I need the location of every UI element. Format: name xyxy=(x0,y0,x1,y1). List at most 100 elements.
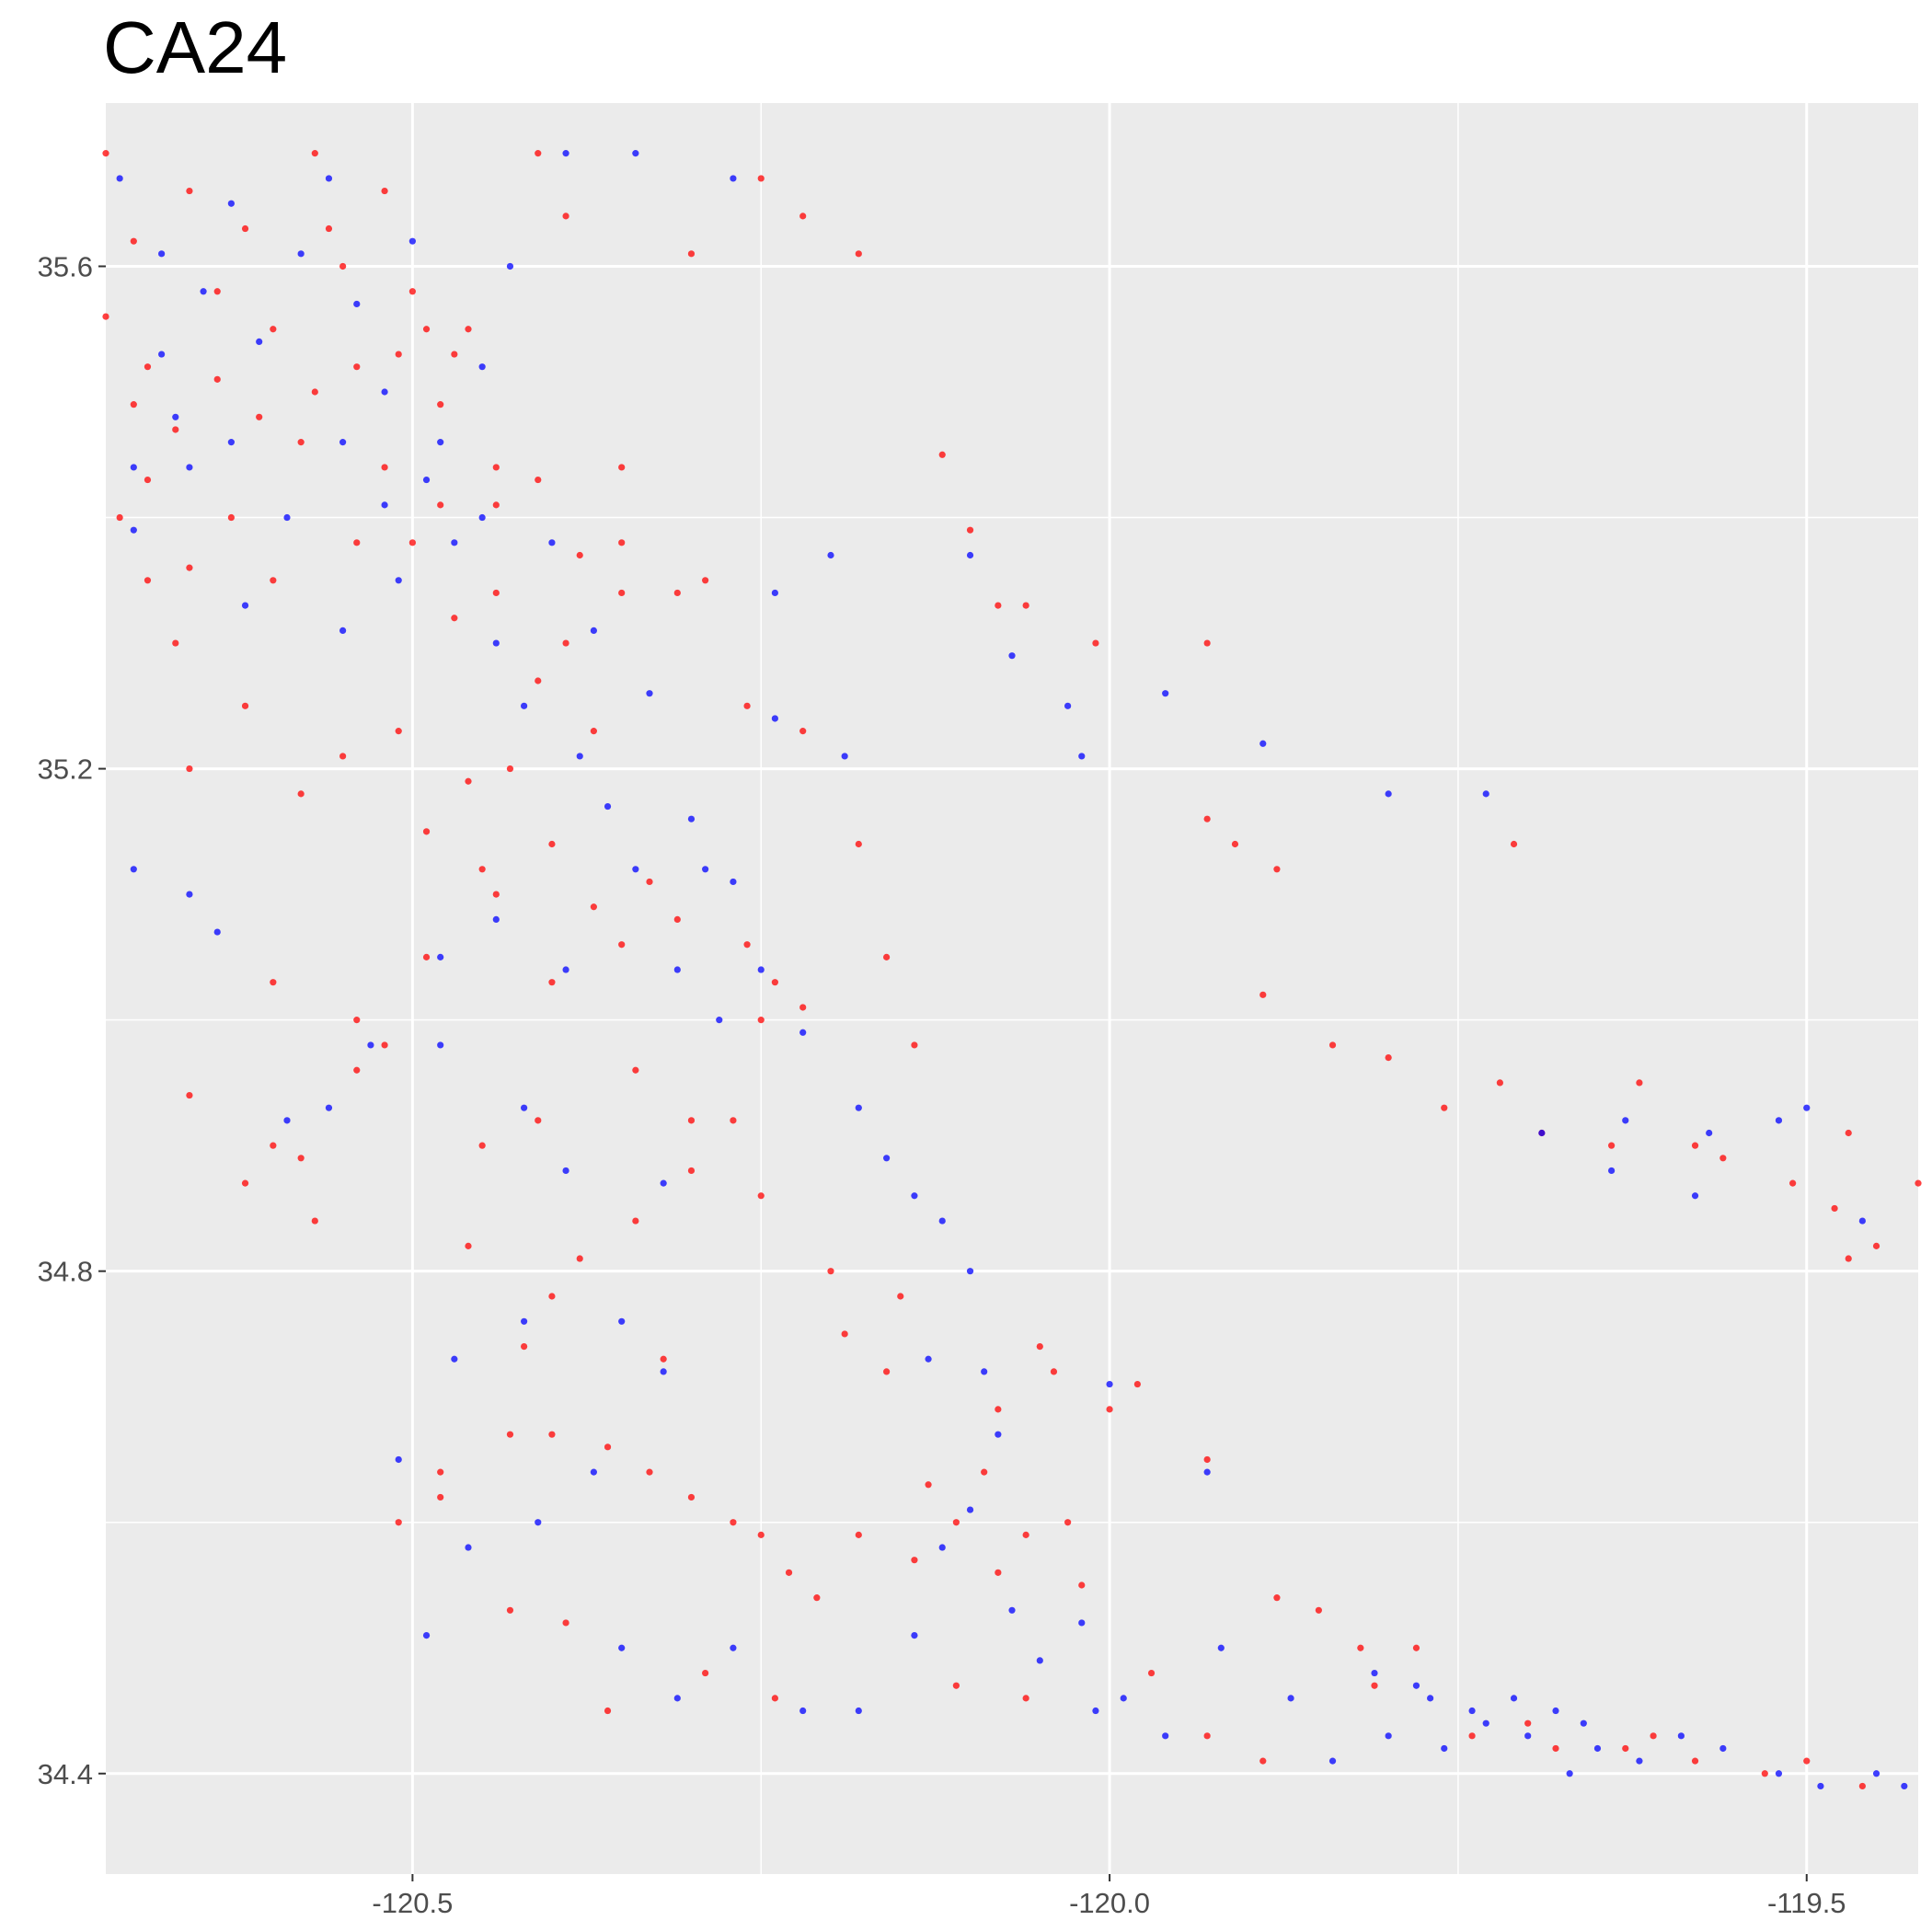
data-point-red xyxy=(604,1443,612,1451)
data-point-red xyxy=(395,351,402,358)
data-point-red xyxy=(1371,1682,1378,1689)
data-point-blue xyxy=(381,388,388,396)
data-point-red xyxy=(743,941,751,949)
minor-gridlines xyxy=(106,103,1918,1874)
data-point-blue xyxy=(241,602,249,609)
data-point-blue xyxy=(1385,790,1392,798)
data-point-blue xyxy=(492,915,500,924)
data-point-red xyxy=(102,150,109,157)
data-points xyxy=(102,150,1922,1790)
data-point-red xyxy=(297,790,305,798)
data-point-red xyxy=(297,439,305,446)
data-point-blue xyxy=(451,539,458,546)
data-point-blue xyxy=(981,1368,988,1375)
y-tick-label: 34.8 xyxy=(38,1256,93,1288)
data-point-blue xyxy=(478,513,486,522)
data-point-blue xyxy=(730,1644,737,1651)
data-point-red xyxy=(451,615,458,622)
data-point-red xyxy=(1050,1368,1058,1375)
data-point-blue xyxy=(1120,1695,1127,1702)
data-point-blue xyxy=(325,175,333,182)
data-point-red xyxy=(799,728,807,735)
data-point-blue xyxy=(938,1544,946,1551)
data-point-red xyxy=(1147,1669,1156,1677)
data-point-red xyxy=(353,1017,361,1024)
data-point-red xyxy=(437,1493,444,1501)
data-point-red xyxy=(855,1531,862,1538)
data-point-red xyxy=(938,451,946,458)
data-point-red xyxy=(311,1217,318,1225)
data-point-blue xyxy=(1524,1732,1532,1740)
data-point-blue xyxy=(1901,1782,1908,1790)
data-point-blue xyxy=(855,1104,862,1111)
data-point-blue xyxy=(158,351,166,358)
data-point-blue xyxy=(1468,1707,1476,1715)
data-point-red xyxy=(130,401,137,408)
data-point-blue xyxy=(562,966,569,973)
data-point-blue xyxy=(297,250,305,258)
data-point-red xyxy=(813,1594,821,1602)
data-point-red xyxy=(730,1519,737,1526)
data-point-red xyxy=(1803,1757,1811,1765)
x-tick-label: -120.5 xyxy=(372,1887,453,1919)
data-point-red xyxy=(1078,1581,1086,1589)
data-point-red xyxy=(702,1669,709,1677)
data-point-red xyxy=(562,639,569,647)
data-point-blue xyxy=(1371,1669,1378,1677)
data-point-red xyxy=(1357,1644,1364,1651)
data-point-red xyxy=(395,1519,402,1526)
data-point-blue xyxy=(1482,1719,1489,1727)
data-point-blue xyxy=(408,237,416,245)
data-point-blue xyxy=(283,513,291,522)
data-point-red xyxy=(172,426,179,433)
data-point-red xyxy=(1719,1155,1727,1162)
data-point-red xyxy=(687,1493,696,1501)
data-point-red xyxy=(1552,1744,1559,1753)
data-point-blue xyxy=(465,1544,472,1551)
data-point-red xyxy=(311,150,318,157)
data-point-blue xyxy=(283,1117,291,1124)
data-point-red xyxy=(757,1192,765,1200)
data-point-red xyxy=(241,702,249,709)
data-point-red xyxy=(492,501,500,509)
data-point-blue xyxy=(172,413,179,420)
data-point-red xyxy=(270,979,277,986)
data-point-blue xyxy=(1817,1782,1824,1790)
data-point-blue xyxy=(966,1268,974,1275)
data-point-blue xyxy=(911,1192,918,1200)
data-point-blue xyxy=(771,715,778,722)
data-point-blue xyxy=(437,953,444,960)
data-point-blue xyxy=(1775,1770,1783,1777)
data-point-blue xyxy=(632,866,639,873)
data-point-red xyxy=(548,1293,556,1300)
data-point-red xyxy=(911,1557,918,1564)
data-point-red xyxy=(381,187,388,195)
data-point-blue xyxy=(1162,1732,1169,1740)
data-point-red xyxy=(116,513,123,522)
data-point-red xyxy=(437,1468,444,1476)
data-point-red xyxy=(855,250,862,258)
data-point-red xyxy=(757,1017,765,1024)
data-point-blue xyxy=(535,1519,542,1526)
data-point-red xyxy=(911,1041,918,1049)
data-point-blue xyxy=(673,966,681,973)
data-point-blue xyxy=(116,175,123,182)
data-point-blue xyxy=(1510,1695,1518,1702)
data-point-red xyxy=(1259,1757,1267,1765)
data-point-red xyxy=(1845,1255,1852,1262)
data-point-red xyxy=(883,1368,891,1375)
data-point-blue xyxy=(1482,790,1489,798)
data-point-red xyxy=(966,526,974,534)
data-point-red xyxy=(604,1707,612,1715)
data-point-blue xyxy=(1162,690,1169,697)
data-point-red xyxy=(925,1481,932,1489)
data-point-red xyxy=(687,1167,696,1175)
data-point-red xyxy=(478,1142,486,1149)
data-point-red xyxy=(1468,1732,1476,1740)
data-point-red xyxy=(1036,1342,1043,1351)
data-point-blue xyxy=(227,200,235,207)
data-point-blue xyxy=(562,1167,569,1175)
data-point-blue xyxy=(325,1104,333,1111)
data-point-red xyxy=(535,1117,542,1124)
data-point-red xyxy=(1608,1142,1616,1149)
